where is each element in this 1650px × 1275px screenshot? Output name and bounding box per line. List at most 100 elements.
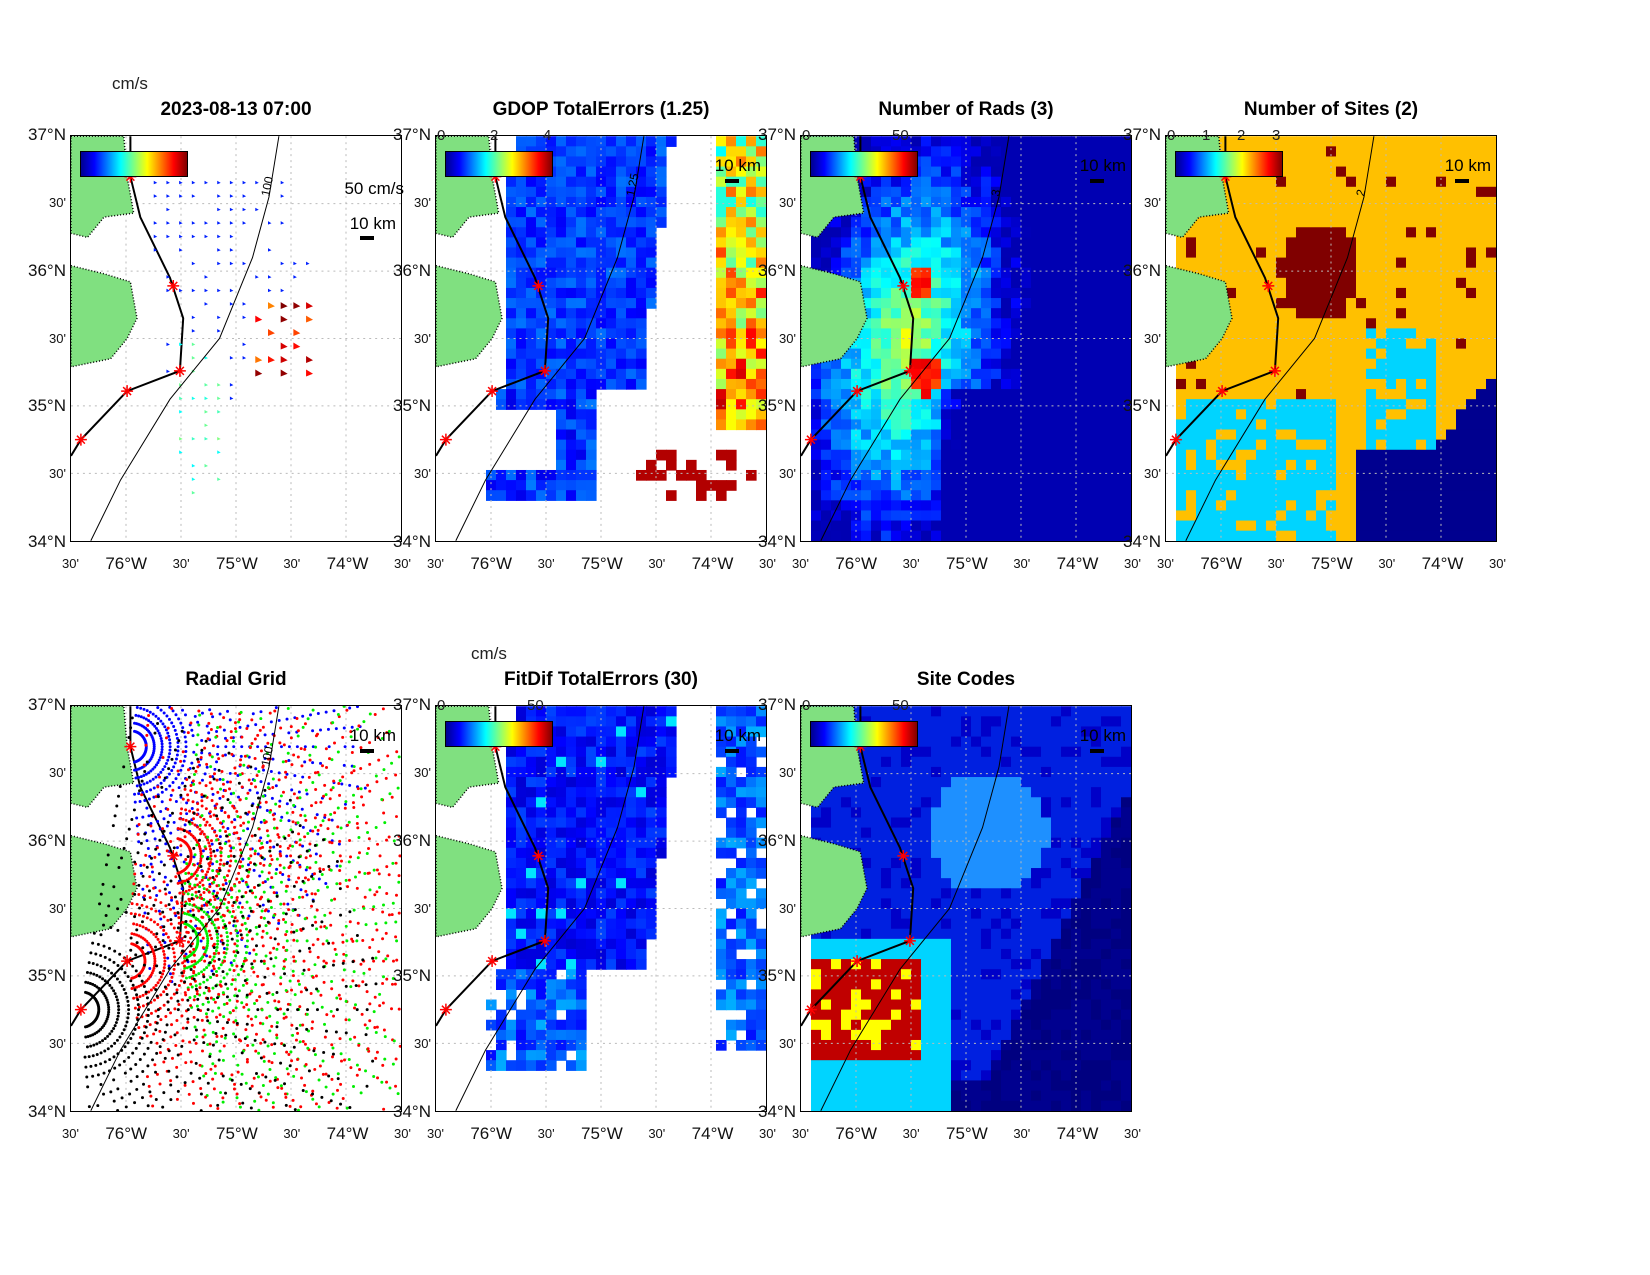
heatmap-cell — [1476, 449, 1487, 461]
heatmap-cell — [971, 136, 982, 147]
heatmap-cell — [1306, 166, 1317, 178]
heatmap-cell — [526, 257, 537, 269]
heatmap-cell — [1226, 389, 1237, 400]
radial-grid-point — [287, 874, 291, 878]
heatmap-cell — [1486, 358, 1496, 370]
radial-grid-point — [187, 888, 191, 892]
heatmap-cell — [1051, 186, 1062, 198]
heatmap-cell — [716, 217, 727, 228]
heatmap-cell — [811, 530, 822, 541]
heatmap-cell — [536, 490, 547, 501]
heatmap-cell — [576, 318, 587, 329]
radial-grid-point — [211, 792, 215, 796]
heatmap-cell — [1011, 156, 1022, 168]
heatmap-cell — [1376, 207, 1387, 218]
radial-grid-point — [235, 1092, 239, 1096]
radial-grid-point — [368, 967, 372, 971]
heatmap-cell — [1396, 237, 1407, 249]
current-vector — [229, 396, 234, 400]
heatmap-cell — [1476, 308, 1487, 319]
heatmap-cell — [1366, 207, 1377, 218]
radial-grid-point — [279, 745, 283, 749]
panel-currents: 2023-08-13 07:00 100 cm/s 10 km 50 cm/s 37°N 3… — [28, 75, 411, 573]
current-vector — [191, 234, 196, 239]
radial-grid-point — [390, 795, 394, 799]
radial-grid-point — [153, 765, 157, 769]
heatmap-cell — [1011, 469, 1022, 481]
heatmap-cell — [726, 480, 737, 491]
heatmap-cell — [616, 298, 627, 309]
heatmap-cell — [686, 469, 697, 481]
radial-grid-point — [160, 747, 164, 751]
heatmap-cell — [921, 368, 932, 380]
heatmap-cell — [1396, 287, 1407, 299]
heatmap-cell — [1081, 480, 1092, 491]
radial-grid-point — [384, 776, 388, 780]
radial-grid-point — [163, 940, 167, 944]
heatmap-cell — [1326, 166, 1337, 178]
site-star-icon — [897, 279, 910, 292]
heatmap-cell — [576, 449, 587, 461]
heatmap-cell — [1041, 368, 1052, 380]
heatmap-cell — [626, 146, 637, 158]
heatmap-cell — [1051, 237, 1062, 249]
heatmap-cell — [1266, 247, 1277, 259]
scale-bar — [1090, 179, 1104, 183]
heatmap-cell — [1091, 257, 1102, 269]
heatmap-cell — [1061, 439, 1072, 451]
heatmap-cell — [981, 257, 992, 269]
heatmap-cell — [1061, 207, 1072, 218]
heatmap-cell — [1376, 156, 1387, 168]
heatmap-cell — [1366, 308, 1377, 319]
heatmap-cell — [1041, 267, 1052, 279]
heatmap-cell — [901, 469, 912, 481]
heatmap-cell — [1346, 186, 1357, 198]
radial-grid-point — [314, 852, 318, 856]
radial-grid-point — [326, 827, 330, 831]
heatmap-cell — [716, 318, 727, 329]
heatmap-cell — [1436, 449, 1447, 461]
radial-grid-point — [349, 1066, 353, 1070]
radial-grid-point — [297, 832, 301, 836]
current-vector — [166, 342, 170, 347]
heatmap-cell — [1061, 348, 1072, 360]
heatmap-cell — [871, 237, 882, 249]
heatmap-cell — [606, 146, 617, 158]
heatmap-cell — [1446, 389, 1457, 400]
heatmap-cell — [736, 399, 747, 410]
radial-grid-point — [214, 970, 218, 974]
heatmap-cell — [991, 490, 1002, 501]
heatmap-cell — [1246, 227, 1257, 238]
heatmap-cell — [1111, 368, 1122, 380]
radial-grid-point — [300, 1076, 304, 1080]
heatmap-cell — [1011, 480, 1022, 491]
radial-grid-point — [359, 767, 363, 771]
radial-grid-point — [346, 823, 350, 827]
heatmap-cell — [1316, 207, 1327, 218]
heatmap-cell — [526, 469, 537, 481]
heatmap-cell — [991, 399, 1002, 410]
heatmap-cell — [1296, 308, 1307, 319]
heatmap-cell — [1486, 368, 1496, 380]
current-vector — [166, 207, 170, 212]
heatmap-cell — [1466, 348, 1477, 360]
heatmap-cell — [1336, 399, 1347, 410]
heatmap-cell — [636, 186, 647, 198]
radial-grid-point — [237, 871, 241, 875]
heatmap-cell — [851, 409, 862, 421]
radial-grid-point — [285, 1050, 289, 1054]
radial-grid-point — [147, 797, 151, 801]
radial-grid-point — [341, 775, 345, 779]
radial-grid-point — [219, 858, 223, 862]
heatmap-cell — [646, 298, 657, 309]
radial-grid-point — [181, 708, 185, 712]
radial-grid-point — [394, 893, 398, 897]
lat-tick-label: 35°N — [393, 396, 431, 416]
radial-grid-point — [200, 751, 204, 755]
radial-grid-point — [207, 721, 211, 725]
current-vector — [179, 383, 183, 387]
heatmap-cell — [1416, 449, 1427, 461]
lat-tick-label: 36°N — [1123, 260, 1161, 280]
radial-grid-point — [287, 819, 291, 823]
radial-grid-point — [289, 854, 293, 858]
